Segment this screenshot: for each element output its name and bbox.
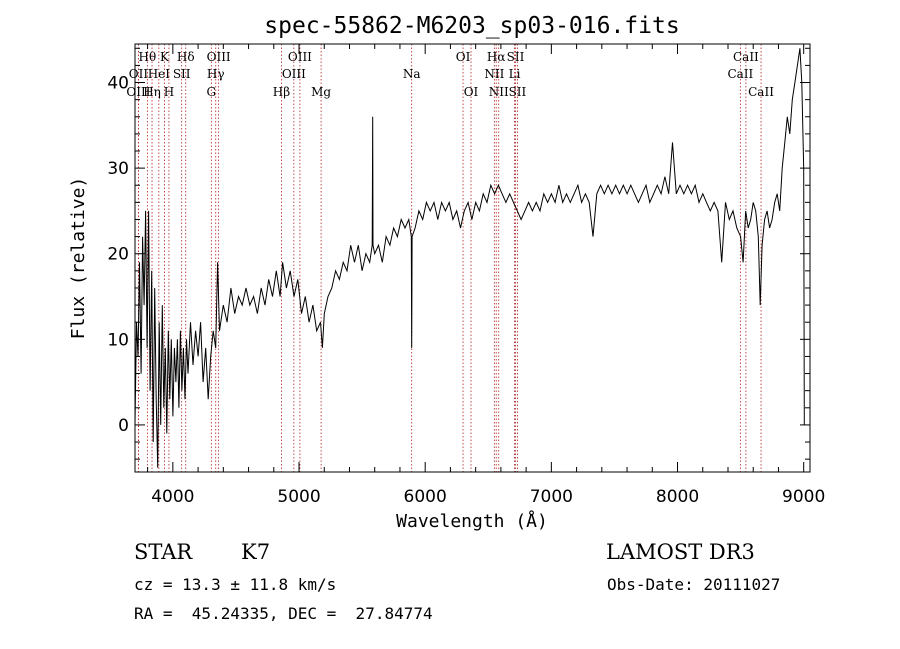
x-tick-label: 5000 (277, 487, 320, 507)
spectral-line-label: CaII (748, 85, 774, 99)
spectral-line-label: Hη (143, 85, 161, 99)
y-tick-label: 30 (107, 159, 129, 179)
spectral-line-label: Hβ (273, 85, 290, 99)
plot-frame (134, 43, 811, 473)
y-tick-label: 10 (107, 330, 129, 350)
spectral-line-label: K (160, 50, 170, 64)
survey-name: LAMOST DR3 (606, 540, 755, 564)
y-axis: 0 10 20 30 40 (107, 47, 810, 460)
flux-series-line (134, 48, 805, 468)
x-tick-label: 7000 (530, 487, 573, 507)
spectral-line-markers (138, 44, 762, 472)
spectral-line-label: NII (489, 85, 509, 99)
redshift-velocity: cz = 13.3 ± 11.8 km/s (134, 575, 337, 594)
x-tick-label: 6000 (404, 487, 447, 507)
coordinates: RA = 45.24335, DEC = 27.84774 (134, 604, 433, 623)
spectral-line-label: OIII (126, 85, 150, 99)
y-tick-label: 0 (118, 416, 129, 436)
spectral-line-label: Hδ (177, 50, 195, 64)
spectral-line-label: G (207, 85, 217, 99)
observation-date: Obs-Date: 20111027 (607, 575, 781, 594)
spectral-line-label: OIII (282, 67, 306, 81)
spectral-line-label: OII (129, 67, 149, 81)
spectral-line-label: NII (484, 67, 504, 81)
object-subclass: K7 (241, 540, 271, 564)
spectral-line-label: Hγ (207, 67, 225, 81)
y-tick-label: 40 (107, 74, 129, 94)
x-tick-label: 8000 (656, 487, 699, 507)
x-axis: 4000 5000 6000 7000 8000 9000 (147, 44, 825, 507)
y-tick-label: 20 (107, 245, 129, 265)
spectral-line-label: HeI (148, 67, 171, 81)
spectral-line-label: Hθ (139, 50, 157, 64)
x-axis-label: Wavelength (Å) (396, 510, 548, 532)
spectral-line-label: CaII (733, 50, 759, 64)
spectral-line-label: OI (456, 50, 471, 64)
chart-title: spec-55862-M6203_sp03-016.fits (264, 13, 679, 39)
spectral-line-label: H (164, 85, 174, 99)
spectral-line-label: CaII (727, 67, 753, 81)
spectral-line-label: Li (509, 67, 521, 81)
y-axis-label: Flux (relative) (68, 177, 89, 340)
spectral-line-label: Na (403, 67, 421, 81)
x-tick-label: 9000 (782, 487, 825, 507)
spectral-line-label: OI (464, 85, 479, 99)
object-class: STAR (134, 540, 193, 564)
spectral-line-label: SII (507, 50, 525, 64)
spectral-line-label: OIII (207, 50, 231, 64)
spectral-line-label: Mg (311, 85, 331, 99)
spectral-line-label: SII (173, 67, 191, 81)
spectral-line-label: Hα (487, 50, 506, 64)
spectral-line-label: OIII (288, 50, 312, 64)
spectral-line-label: SII (509, 85, 527, 99)
x-tick-label: 4000 (151, 487, 194, 507)
